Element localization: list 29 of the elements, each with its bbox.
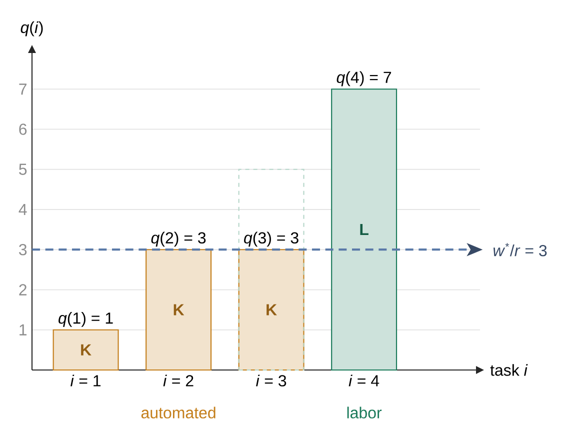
y-tick-label: 4: [18, 204, 27, 215]
annotation: K: [81, 344, 92, 356]
annotation: q(3) = 3: [244, 232, 298, 247]
text: automated: [141, 406, 216, 418]
x-tick-label: i = 1: [70, 374, 101, 386]
bar: [238, 249, 304, 371]
y-tick-label: 1: [20, 324, 27, 336]
annotation: K: [266, 304, 277, 316]
ref-line-label: w$^{*}$/r = 3: [494, 242, 547, 256]
annotation: q(4) = 7: [336, 71, 392, 86]
bar: [52, 329, 119, 371]
y-tick-label: 3: [19, 244, 27, 256]
bar: [146, 249, 212, 371]
y-tick-label: 7: [19, 84, 26, 95]
y-tick-label: 5: [19, 164, 27, 175]
annotation: q(2) = 3: [151, 232, 206, 247]
annotation: q(1) = 1: [58, 312, 113, 327]
x-tick-label: i = 3: [256, 374, 286, 386]
y-tick-label: 2: [19, 284, 26, 296]
x-axis-title: task i: [490, 364, 528, 376]
text: labor: [347, 406, 382, 418]
y-axis-title: q(i): [20, 21, 43, 36]
bar: [238, 168, 304, 371]
annotation: L: [360, 224, 368, 236]
annotation: K: [174, 304, 184, 316]
y-tick-label: 6: [19, 124, 27, 135]
x-tick-label: i = 4: [348, 374, 380, 386]
x-tick-label: i = 2: [163, 374, 194, 386]
bar: [331, 88, 398, 371]
